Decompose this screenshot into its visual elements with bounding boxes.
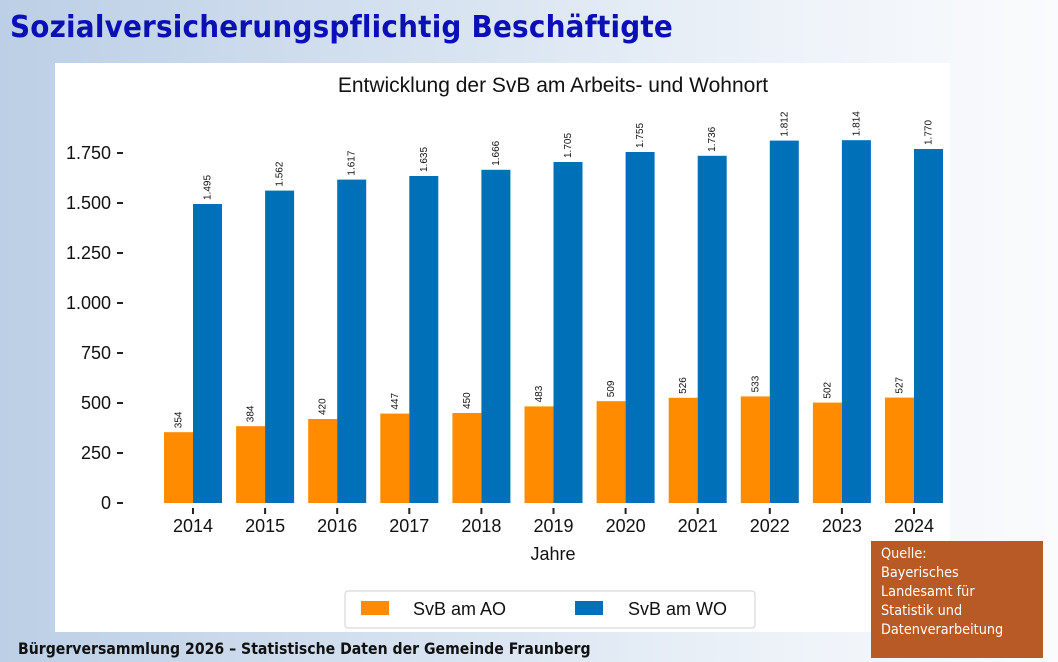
bar-svb-ao: [812, 402, 842, 503]
bar-svb-ao: [596, 401, 626, 503]
bar-value-label: 1.812: [779, 111, 790, 136]
x-tick-label: 2020: [606, 516, 646, 536]
bar-svb-ao: [524, 406, 554, 503]
x-tick-label: 2021: [678, 516, 718, 536]
legend: SvB am AO SvB am WO: [344, 590, 756, 629]
legend-label-wo: SvB am WO: [628, 599, 727, 619]
x-tick-label: 2018: [461, 516, 501, 536]
bar-value-label: 1.705: [563, 133, 574, 158]
bar-value-label: 1.495: [203, 175, 214, 200]
source-line: Statistik und: [881, 603, 963, 619]
y-tick-label: 500: [81, 393, 111, 413]
chart-title: Entwicklung der SvB am Arbeits- und Wohn…: [338, 74, 768, 97]
x-tick-label: 2023: [822, 516, 862, 536]
x-axis-label: Jahre: [530, 544, 575, 564]
source-box: Quelle: Bayerisches Landesamt für Statis…: [871, 541, 1043, 658]
bar-svb-wo: [265, 190, 295, 503]
bar-svb-wo: [481, 169, 511, 504]
bar-value-label: 483: [534, 385, 545, 402]
legend-label-ao: SvB am AO: [413, 599, 506, 619]
slide-title: Sozialversicherungspflichtig Beschäftigt…: [10, 10, 674, 45]
bar-value-label: 450: [462, 392, 473, 409]
bar-value-label: 447: [390, 392, 401, 409]
bar-svb-ao: [452, 413, 482, 503]
legend-frame: [344, 590, 756, 629]
bar-svb-wo: [337, 179, 367, 503]
legend-swatch-ao: [361, 601, 389, 615]
bar-value-label: 502: [822, 381, 833, 398]
bar-value-label: 1.562: [275, 161, 286, 186]
x-tick-label: 2016: [317, 516, 357, 536]
bar-value-label: 533: [750, 375, 761, 392]
x-tick-label: 2015: [245, 516, 285, 536]
footer-text: Bürgerversammlung 2026 – Statistische Da…: [18, 639, 591, 658]
chart-panel: Entwicklung der SvB am Arbeits- und Wohn…: [55, 63, 950, 632]
bar-value-label: 1.617: [347, 150, 358, 175]
bar-value-label: 384: [246, 405, 257, 422]
bar-svb-wo: [553, 162, 583, 503]
y-tick-label: 750: [81, 343, 111, 363]
bar-svb-ao: [308, 419, 338, 503]
bar-value-label: 1.666: [491, 140, 502, 165]
bar-value-label: 354: [174, 411, 185, 428]
y-tick-label: 1.750: [66, 143, 111, 163]
bar-value-label: 1.770: [924, 120, 935, 145]
y-tick-label: 1.250: [66, 243, 111, 263]
bar-value-label: 527: [895, 376, 906, 393]
x-tick-label: 2017: [389, 516, 429, 536]
bar-svb-wo: [697, 155, 727, 504]
bar-svb-wo: [625, 152, 655, 503]
bar-value-label: 1.635: [419, 147, 430, 172]
bar-svb-ao: [885, 397, 914, 503]
bar-svb-ao: [380, 413, 410, 503]
bar-svb-wo: [914, 149, 943, 503]
bars: 354 1.495 384 1.562 420 1.617 447 1.635 450 1.666…: [164, 111, 943, 504]
x-tick-label: 2022: [750, 516, 790, 536]
x-axis: 2014 2015 2016 2017 2018 2019 2020 2021 2022 2023…: [173, 508, 934, 536]
bar-chart: Entwicklung der SvB am Arbeits- und Wohn…: [66, 74, 943, 629]
source-line: Bayerisches: [881, 565, 959, 581]
x-tick-label: 2019: [533, 516, 573, 536]
source-line: Landesamt für: [881, 584, 975, 600]
y-tick-label: 1.500: [66, 193, 111, 213]
bar-svb-ao: [740, 396, 770, 503]
source-line: Datenverarbeitung: [881, 622, 1004, 638]
y-tick-label: 1.000: [66, 293, 111, 313]
bar-svb-wo: [769, 140, 799, 503]
bar-svb-wo: [841, 140, 871, 503]
bar-svb-ao: [164, 432, 193, 503]
x-tick-label: 2014: [173, 516, 213, 536]
bar-value-label: 509: [606, 380, 617, 397]
bar-value-label: 526: [678, 377, 689, 394]
y-tick-label: 250: [81, 443, 111, 463]
bar-svb-ao: [668, 397, 698, 503]
bar-svb-ao: [236, 426, 266, 503]
bar-value-label: 1.755: [635, 123, 646, 148]
bar-value-label: 1.814: [851, 111, 862, 136]
y-axis: 0 250 500 750 1.000 1.250 1.500 1.750: [66, 143, 123, 513]
x-tick-label: 2024: [894, 516, 934, 536]
bar-value-label: 420: [318, 398, 329, 415]
legend-swatch-wo: [575, 601, 603, 615]
source-line: Quelle:: [881, 546, 927, 562]
bar-svb-wo: [409, 176, 439, 503]
bar-value-label: 1.736: [707, 126, 718, 151]
y-tick-label: 0: [101, 493, 111, 513]
bar-svb-wo: [193, 204, 222, 503]
